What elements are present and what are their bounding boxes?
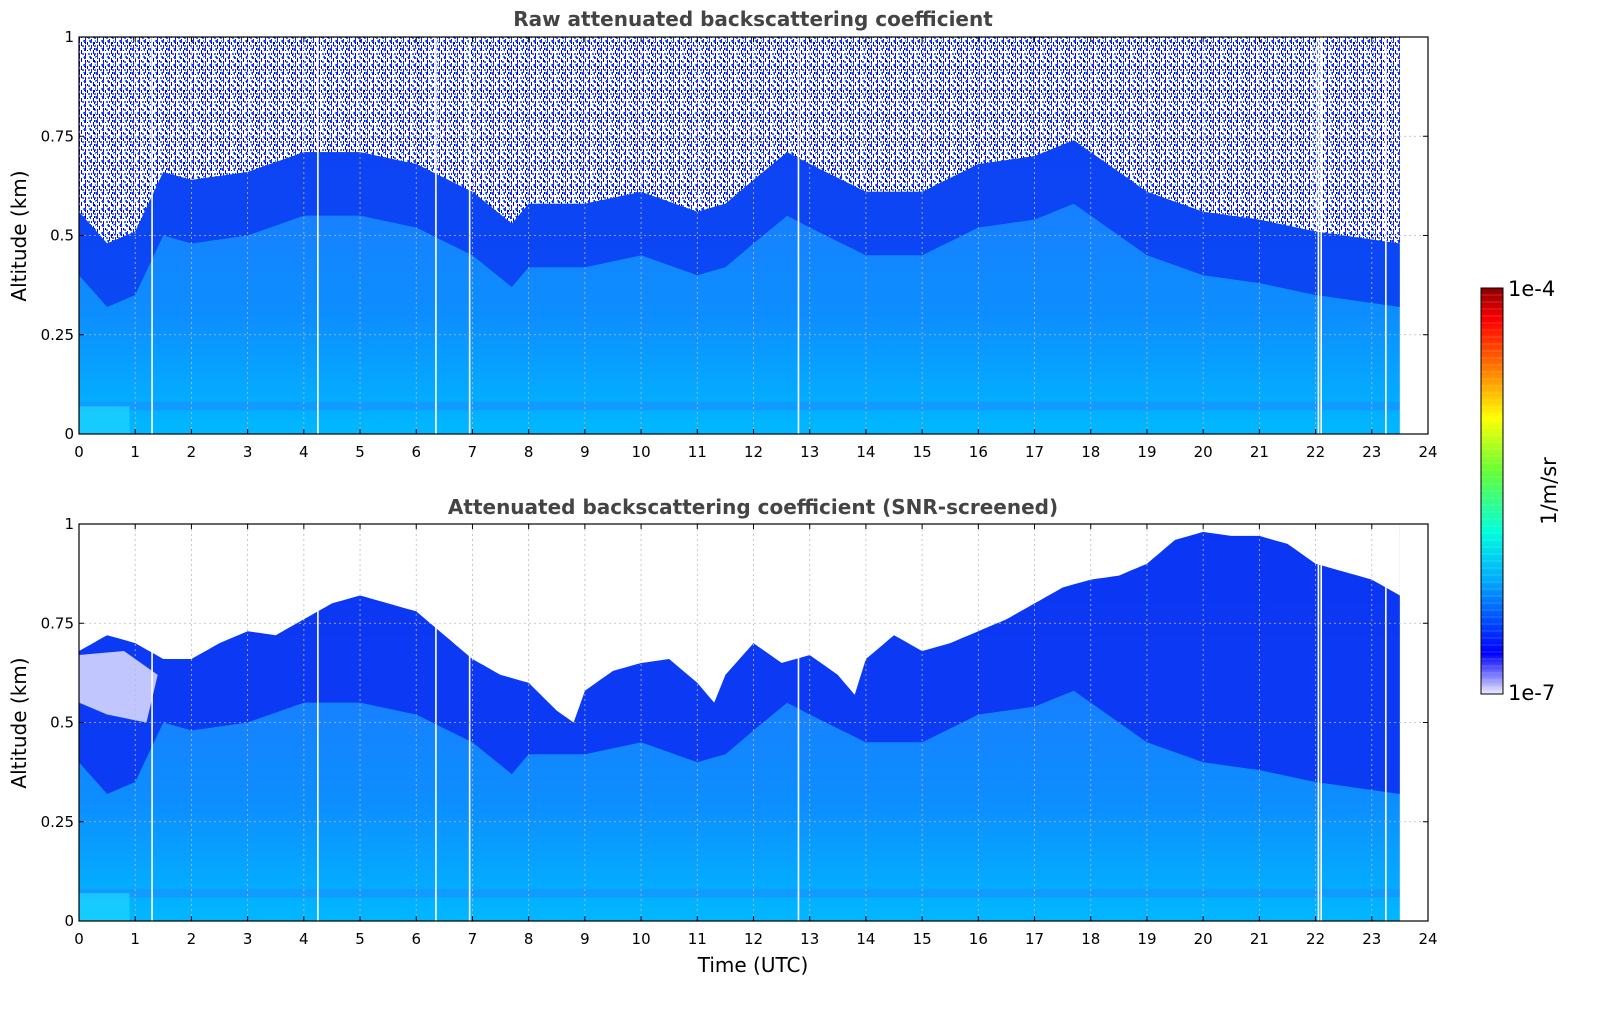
- colorbar-max-label: 1e-4: [1508, 277, 1555, 301]
- xtick-label-12: 12: [744, 443, 763, 461]
- ytick-label-3: 0.75: [41, 127, 74, 145]
- heat-gap-5: [1317, 524, 1320, 921]
- heat-gap-6: [1320, 524, 1323, 921]
- xtick-label-21: 21: [1250, 930, 1269, 948]
- xtick-label-13: 13: [800, 930, 819, 948]
- xtick-label-22: 22: [1306, 930, 1325, 948]
- heat-surface-band: [79, 889, 1400, 898]
- ytick-label-0: 0: [64, 912, 74, 930]
- xtick-label-13: 13: [800, 443, 819, 461]
- colorbar-min-label: 1e-7: [1508, 681, 1555, 705]
- xtick-label-20: 20: [1194, 443, 1213, 461]
- colorbar-bands: [1481, 294, 1503, 688]
- heat-pale-patch: [79, 651, 158, 723]
- colorbar-frame: [1480, 287, 1504, 695]
- heat-gap-4: [797, 37, 800, 434]
- xtick-label-18: 18: [1081, 930, 1100, 948]
- ticks-screened: 0 1 2 3 4 5 6 7 8 9 10 11 12 13 14 15 16 17 18 19 20 21 22 23 24…: [41, 515, 1438, 948]
- ytick-label-2: 0.5: [50, 227, 74, 245]
- title-screened: Attenuated backscattering coefficient (S…: [448, 495, 1058, 519]
- xtick-label-3: 3: [243, 930, 253, 948]
- xtick-label-24: 24: [1418, 443, 1437, 461]
- xtick-label-12: 12: [744, 930, 763, 948]
- xtick-label-1: 1: [130, 443, 140, 461]
- xtick-label-6: 6: [411, 443, 421, 461]
- ytick-label-1: 0.25: [41, 813, 74, 831]
- xtick-label-17: 17: [1025, 930, 1044, 948]
- xtick-label-16: 16: [969, 443, 988, 461]
- xtick-label-15: 15: [913, 930, 932, 948]
- title-raw: Raw attenuated backscattering coefficien…: [513, 7, 993, 31]
- xtick-label-8: 8: [524, 930, 534, 948]
- xtick-label-4: 4: [299, 443, 309, 461]
- panel-raw: 0 1 2 3 4 5 6 7 8 9 10 11 12 13 14 15 16 17 18 19 20 21 22 23 24…: [7, 7, 1438, 461]
- xtick-label-17: 17: [1025, 443, 1044, 461]
- heat-gap-6: [1320, 37, 1323, 434]
- heat-boundary-band: [79, 140, 1400, 307]
- xtick-label-2: 2: [187, 443, 197, 461]
- xtick-label-1: 1: [130, 930, 140, 948]
- xtick-label-11: 11: [688, 930, 707, 948]
- xtick-label-10: 10: [632, 930, 651, 948]
- xtick-label-0: 0: [74, 930, 84, 948]
- xtick-label-9: 9: [580, 443, 590, 461]
- heat-noise-overlay: [79, 37, 1400, 244]
- xtick-label-8: 8: [524, 443, 534, 461]
- xtick-label-24: 24: [1418, 930, 1437, 948]
- ytick-label-1: 0.25: [41, 326, 74, 344]
- heat-surface-band: [79, 402, 1400, 411]
- heat-surface-glow: [79, 893, 130, 921]
- xtick-label-7: 7: [468, 930, 478, 948]
- xtick-label-15: 15: [913, 443, 932, 461]
- xlabel-time: Time (UTC): [697, 953, 809, 977]
- xtick-label-19: 19: [1137, 443, 1156, 461]
- xtick-label-14: 14: [856, 443, 875, 461]
- xtick-label-18: 18: [1081, 443, 1100, 461]
- colorbar-unit-label: 1/m/sr: [1537, 457, 1561, 525]
- ticks-raw: 0 1 2 3 4 5 6 7 8 9 10 11 12 13 14 15 16 17 18 19 20 21 22 23 24…: [41, 28, 1438, 461]
- grid-raw: [79, 37, 1428, 434]
- colorbar: 1e-4 1e-7 1/m/sr: [1480, 277, 1561, 705]
- xtick-label-7: 7: [468, 443, 478, 461]
- xtick-label-19: 19: [1137, 930, 1156, 948]
- xtick-label-22: 22: [1306, 443, 1325, 461]
- heat-gap-4: [797, 524, 800, 921]
- heat-gap-0: [151, 37, 153, 434]
- panel-screened: 0 1 2 3 4 5 6 7 8 9 10 11 12 13 14 15 16 17 18 19 20 21 22 23 24…: [7, 495, 1438, 977]
- ytick-label-4: 1: [64, 515, 74, 533]
- ytick-label-3: 0.75: [41, 614, 74, 632]
- xtick-label-23: 23: [1362, 930, 1381, 948]
- heat-gap-1: [317, 37, 319, 434]
- xtick-label-2: 2: [187, 930, 197, 948]
- xtick-label-11: 11: [688, 443, 707, 461]
- ylabel-screened: Altitude (km): [7, 657, 31, 788]
- heat-boundary-band: [79, 531, 1400, 794]
- xtick-label-14: 14: [856, 930, 875, 948]
- xtick-label-5: 5: [355, 443, 365, 461]
- xtick-label-6: 6: [411, 930, 421, 948]
- xtick-label-4: 4: [299, 930, 309, 948]
- ytick-label-2: 0.5: [50, 714, 74, 732]
- xtick-label-23: 23: [1362, 443, 1381, 461]
- ylabel-raw: Altitude (km): [7, 170, 31, 301]
- xtick-label-5: 5: [355, 930, 365, 948]
- ytick-label-0: 0: [64, 425, 74, 443]
- heat-gap-5: [1317, 37, 1320, 434]
- xtick-label-16: 16: [969, 930, 988, 948]
- ytick-label-4: 1: [64, 28, 74, 46]
- xtick-label-20: 20: [1194, 930, 1213, 948]
- grid-screened: [79, 524, 1428, 921]
- xtick-label-0: 0: [74, 443, 84, 461]
- heat-surface-glow: [79, 406, 130, 434]
- xtick-label-21: 21: [1250, 443, 1269, 461]
- heat-gap-0: [151, 524, 153, 921]
- xtick-label-9: 9: [580, 930, 590, 948]
- xtick-label-3: 3: [243, 443, 253, 461]
- xtick-label-10: 10: [632, 443, 651, 461]
- heat-gap-1: [317, 524, 319, 921]
